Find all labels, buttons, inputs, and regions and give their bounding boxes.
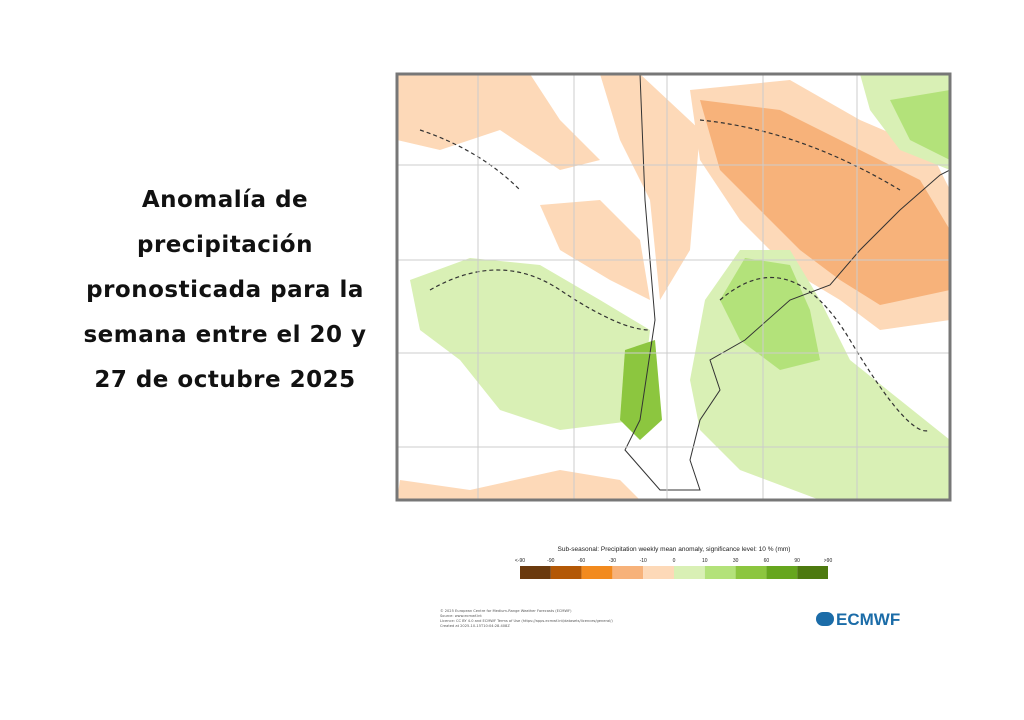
color-box	[735, 566, 767, 579]
credit-line: Created at 2025-10-15T10:04:28.408Z	[440, 624, 510, 628]
color-box	[797, 566, 828, 579]
legend-label: 60	[764, 558, 770, 564]
color-box	[520, 566, 551, 579]
color-box	[674, 566, 705, 579]
logo: ECMWF	[816, 610, 900, 630]
map	[395, 72, 952, 502]
legend-label: <-90	[515, 558, 525, 564]
legend-label: >90	[824, 558, 833, 564]
legend-label: -10	[640, 558, 647, 564]
logo-text: ECMWF	[836, 610, 901, 629]
color-box	[704, 566, 736, 579]
title: Anomalía de precipitación pronosticada p…	[83, 187, 367, 393]
legend-label: -60	[578, 558, 585, 564]
legend-label: -90	[547, 558, 554, 564]
legend-title: Sub-seasonal: Precipitation weekly mean …	[558, 546, 791, 553]
legend-label: 30	[733, 558, 739, 564]
color-box	[643, 566, 674, 579]
credits: © 2025 European Centre for Medium-Range …	[440, 609, 613, 629]
legend-label: 0	[673, 558, 676, 564]
legend-label: 10	[702, 558, 708, 564]
color-box	[612, 566, 644, 579]
graticule	[397, 74, 950, 500]
color-box	[550, 566, 582, 579]
credit-line: © 2025 European Centre for Medium-Range …	[440, 609, 572, 613]
legend-label: -30	[609, 558, 616, 564]
color-box	[581, 566, 613, 579]
colorbar: <-90 -90 -60 -30 -10 0 10 30 60 90 >90	[515, 558, 833, 579]
credit-line: Source: www.ecmwf.int	[440, 614, 482, 618]
credit-line: Licence: CC BY 4.0 and ECMWF Terms of Us…	[440, 619, 613, 623]
color-box	[766, 566, 798, 579]
legend-label: 90	[794, 558, 800, 564]
